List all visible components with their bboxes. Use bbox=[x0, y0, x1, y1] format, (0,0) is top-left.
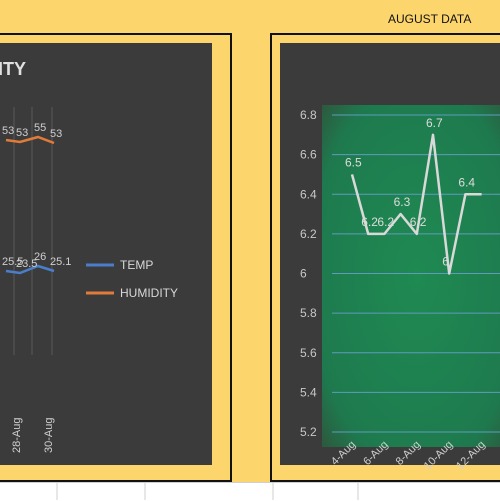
y-tick-label: 5.8 bbox=[300, 306, 317, 320]
data-label: 25.1 bbox=[50, 256, 71, 268]
data-label: 23.5 bbox=[16, 258, 37, 270]
y-tick-label: 5.4 bbox=[300, 385, 317, 399]
y-tick-label: 6.2 bbox=[300, 227, 317, 241]
x-tick-label: 30-Aug bbox=[43, 418, 55, 453]
y-tick-label: 6.4 bbox=[300, 187, 317, 201]
data-label: 6.2 bbox=[361, 215, 378, 229]
legend-label-humidity: HUMIDITY bbox=[120, 286, 178, 300]
data-label: 53 bbox=[50, 128, 62, 140]
data-label: 6.4 bbox=[458, 175, 475, 189]
data-label: 53 bbox=[2, 125, 14, 137]
y-tick-label: 6.8 bbox=[300, 108, 317, 122]
data-label: 6.2 bbox=[377, 215, 394, 229]
x-tick-label: 28-Aug bbox=[11, 418, 23, 453]
plot-area bbox=[322, 105, 500, 447]
series-line-temp bbox=[5, 264, 55, 275]
data-label: 55 bbox=[34, 122, 46, 134]
data-label: 6 bbox=[442, 255, 449, 269]
legend-label-temp: TEMP bbox=[120, 258, 153, 272]
left-chart-panel: ITY 53 53 55 53 25.5 23.5 26 25.1 TEMP HUMIDITY 28-… bbox=[0, 33, 232, 482]
y-tick-label: 6 bbox=[300, 267, 307, 281]
series-line bbox=[350, 133, 482, 275]
data-label: 53 bbox=[16, 127, 28, 139]
series-line-humidity bbox=[5, 135, 55, 145]
data-label: 25.5 bbox=[2, 256, 23, 268]
august-data-chart: 6.86.66.46.265.85.65.45.26.56.2 6.26.36.2… bbox=[280, 43, 500, 472]
sheet-title: AUGUST DATA bbox=[388, 12, 472, 26]
y-tick-label: 5.6 bbox=[300, 346, 317, 360]
spreadsheet-row bbox=[0, 482, 500, 501]
y-tick-label: 5.2 bbox=[300, 425, 317, 439]
chart-title: ITY bbox=[0, 59, 26, 79]
data-label: 26 bbox=[34, 251, 46, 263]
data-label: 6.7 bbox=[426, 116, 443, 130]
y-tick-label: 6.6 bbox=[300, 148, 317, 162]
right-chart-panel: 6.8 6.6 6.4 6.2 6 5.8 5.6 5.4 5.2 6.5 6.2 6.2 6.3 6.2… bbox=[270, 33, 500, 482]
data-label: 6.3 bbox=[394, 195, 411, 209]
data-label: 6.5 bbox=[345, 155, 362, 169]
data-label: 6.2 bbox=[410, 215, 427, 229]
chart-background bbox=[0, 43, 212, 465]
